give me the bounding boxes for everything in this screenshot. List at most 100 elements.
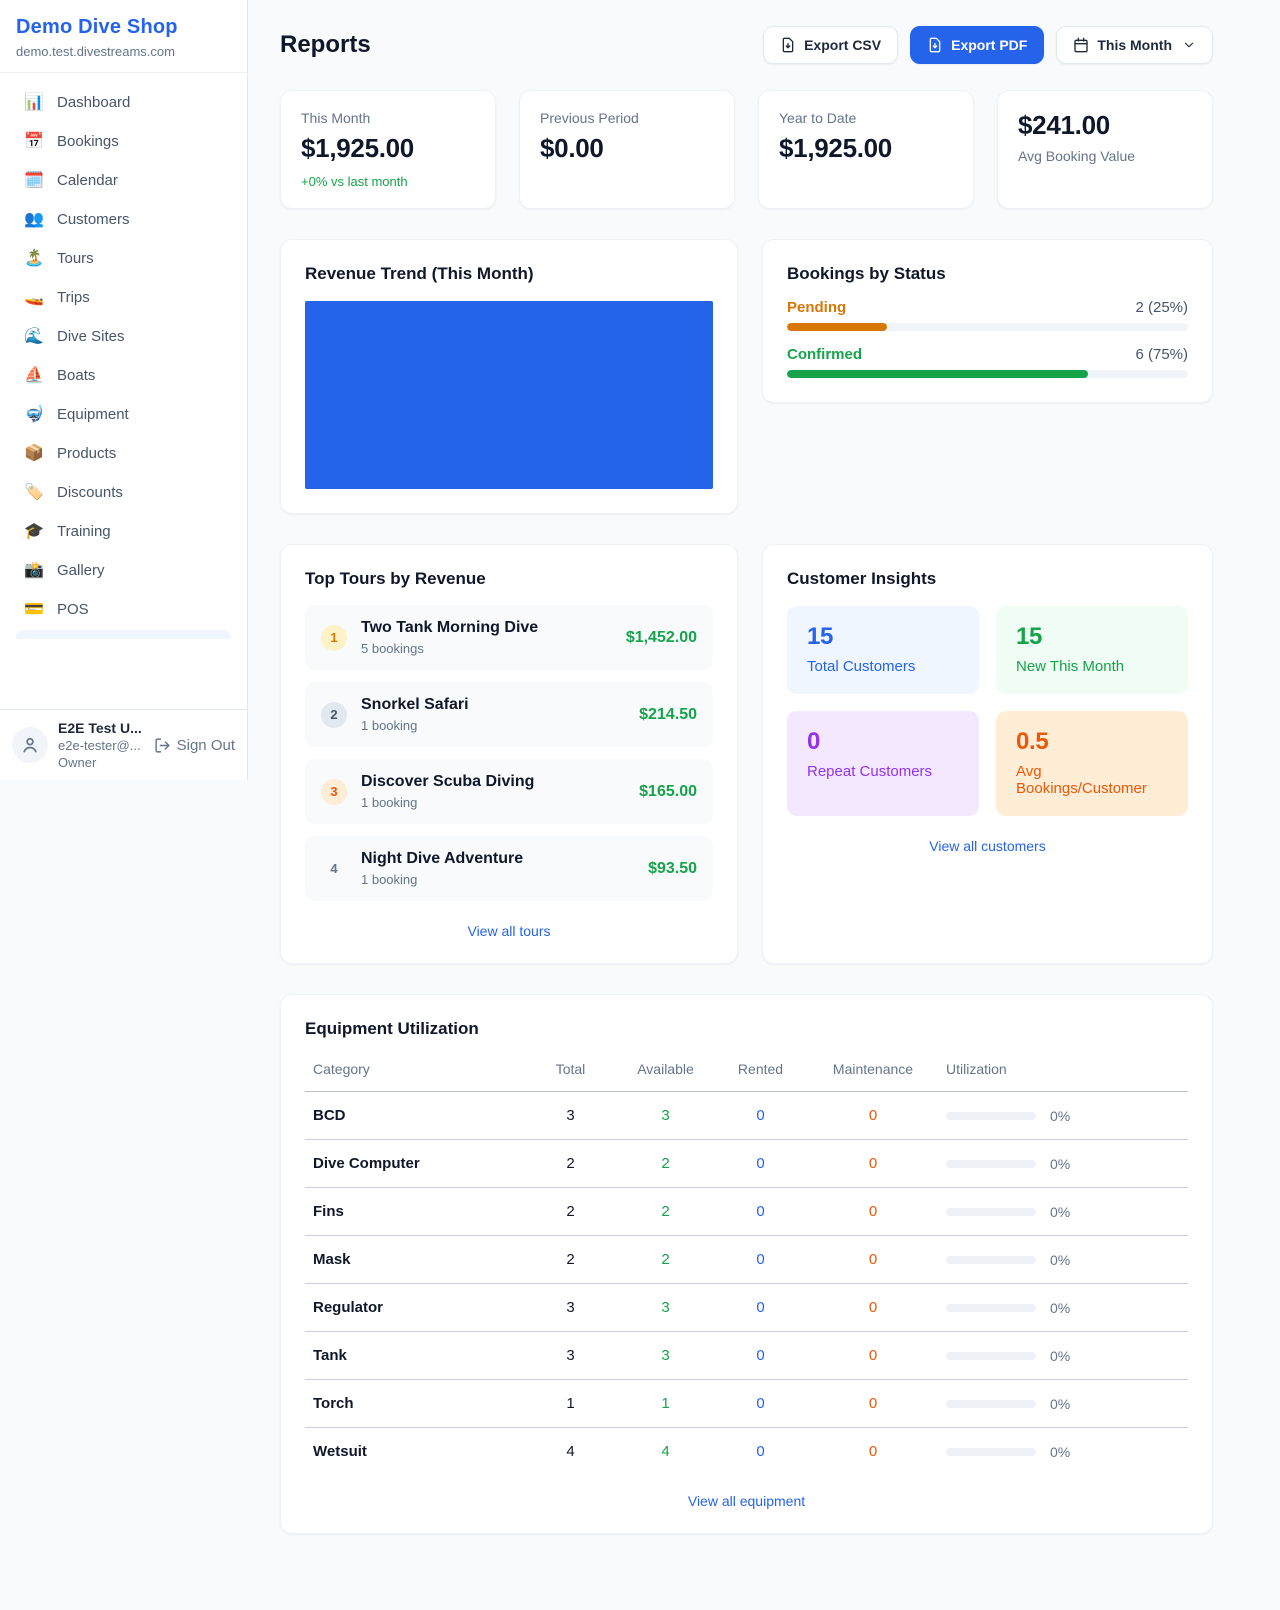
total-cell: 4 bbox=[566, 1443, 575, 1460]
category-cell: Wetsuit bbox=[313, 1443, 367, 1460]
status-label-pending: Pending bbox=[787, 299, 847, 316]
rented-cell: 0 bbox=[713, 1283, 808, 1332]
shop-domain: demo.test.divestreams.com bbox=[16, 44, 175, 59]
total-cell: 2 bbox=[523, 1187, 618, 1236]
table-row: Wetsuit 4 4 0 0 0% bbox=[305, 1428, 1188, 1476]
export-csv-label: Export CSV bbox=[804, 37, 882, 53]
sidebar-item-trips[interactable]: 🚤 Trips bbox=[8, 279, 239, 316]
utilization-cell: 0% bbox=[946, 1444, 1180, 1460]
export-csv-button[interactable]: Export CSV bbox=[763, 26, 899, 64]
status-label-confirmed: Confirmed bbox=[787, 346, 862, 363]
sidebar-item-calendar[interactable]: 🗓️ Calendar bbox=[8, 162, 239, 199]
calendar-icon bbox=[1074, 37, 1089, 53]
view-all-tours-link[interactable]: View all tours bbox=[467, 923, 551, 939]
sidebar-item-label: Dashboard bbox=[57, 94, 131, 111]
period-dropdown[interactable]: This Month bbox=[1056, 26, 1213, 64]
total-cell: 2 bbox=[523, 1235, 618, 1284]
sidebar: Demo Dive Shop demo.test.divestreams.com… bbox=[0, 0, 248, 780]
status-bar-fill-confirmed bbox=[787, 370, 1088, 378]
rented-cell: 0 bbox=[713, 1331, 808, 1380]
available-cell: 2 bbox=[618, 1235, 713, 1284]
main-content: Reports Export CSV Export PDF bbox=[248, 0, 1280, 1574]
category-cell: Torch bbox=[305, 1379, 523, 1428]
tour-row: 2 Snorkel Safari 1 booking $214.50 bbox=[305, 682, 713, 747]
sidebar-item-dive-sites[interactable]: 🌊 Dive Sites bbox=[8, 318, 239, 355]
utilization-label: 0% bbox=[1050, 1155, 1071, 1172]
utilization-label: 0% bbox=[1050, 1395, 1071, 1412]
table-row: BCD 3 3 0 0 0% bbox=[305, 1091, 1188, 1140]
column-header-available: Available bbox=[618, 1053, 713, 1092]
utilization-cell: 0% bbox=[946, 1108, 1180, 1124]
table-row: Mask 2 2 0 0 0% bbox=[305, 1235, 1188, 1284]
user-email: e2e-tester@... bbox=[58, 738, 141, 753]
tour-list: 1 Two Tank Morning Dive 5 bookings $1,45… bbox=[305, 605, 713, 913]
sidebar-item-training[interactable]: 🎓 Training bbox=[8, 513, 239, 550]
sidebar-item-equipment[interactable]: 🤿 Equipment bbox=[8, 396, 239, 433]
utilization-bar bbox=[946, 1399, 1036, 1408]
sidebar-item-boats[interactable]: ⛵ Boats bbox=[8, 357, 239, 394]
dashboard-icon: 📊 bbox=[24, 93, 44, 111]
utilization-label: 0% bbox=[1050, 1107, 1071, 1124]
tour-amount: $1,452.00 bbox=[625, 628, 697, 646]
person-icon bbox=[23, 737, 37, 753]
sidebar-item-customers[interactable]: 👥 Customers bbox=[8, 201, 239, 238]
sidebar-item-products[interactable]: 📦 Products bbox=[8, 435, 239, 472]
sidebar-item-discounts[interactable]: 🏷️ Discounts bbox=[8, 474, 239, 511]
sidebar-item-gallery[interactable]: 📸 Gallery bbox=[8, 552, 239, 589]
category-cell: Tank bbox=[305, 1331, 523, 1380]
revenue-trend-title: Revenue Trend (This Month) bbox=[305, 264, 534, 283]
sidebar-item-label: Bookings bbox=[57, 133, 119, 150]
sidebar-item-reports-partial[interactable] bbox=[16, 630, 231, 639]
equipment-utilization-title: Equipment Utilization bbox=[305, 1019, 479, 1038]
available-cell: 1 bbox=[618, 1379, 713, 1428]
export-pdf-button[interactable]: Export PDF bbox=[910, 26, 1045, 64]
view-all-equipment-link[interactable]: View all equipment bbox=[687, 1493, 806, 1509]
shop-logo-block: Demo Dive Shop demo.test.divestreams.com bbox=[0, 0, 247, 73]
status-bar-fill-pending bbox=[787, 323, 888, 331]
tour-amount: $165.00 bbox=[639, 782, 697, 800]
revenue-trend-card: Revenue Trend (This Month) bbox=[280, 239, 738, 514]
maintenance-cell: 0 bbox=[808, 1331, 938, 1380]
sidebar-item-label: Products bbox=[57, 445, 117, 462]
rented-cell: 0 bbox=[713, 1187, 808, 1236]
tour-row: 1 Two Tank Morning Dive 5 bookings $1,45… bbox=[305, 605, 713, 670]
insight-tile-new-this-month: 15 New This Month bbox=[996, 606, 1188, 694]
shop-name: Demo Dive Shop bbox=[16, 16, 178, 38]
user-avatar bbox=[12, 727, 48, 763]
sidebar-item-label: Tours bbox=[57, 250, 94, 267]
insight-label: Total Customers bbox=[807, 658, 916, 675]
tour-amount: $93.50 bbox=[648, 859, 697, 877]
stat-card-previous-period: Previous Period $0.00 bbox=[519, 90, 735, 209]
sidebar-item-dashboard[interactable]: 📊 Dashboard bbox=[8, 84, 239, 121]
view-all-customers-link[interactable]: View all customers bbox=[929, 838, 1046, 854]
utilization-label: 0% bbox=[1050, 1443, 1071, 1460]
bookings-by-status-card: Bookings by Status Pending 2 (25%) Confi… bbox=[762, 239, 1213, 403]
rank-badge: 4 bbox=[330, 861, 338, 876]
file-download-icon bbox=[929, 37, 941, 53]
sidebar-item-bookings[interactable]: 📅 Bookings bbox=[8, 123, 239, 160]
insight-value: 15 bbox=[807, 623, 834, 650]
sidebar-item-pos[interactable]: 💳 POS bbox=[8, 591, 239, 628]
revenue-trend-chart bbox=[305, 301, 713, 489]
column-header-rented: Rented bbox=[713, 1053, 808, 1092]
status-bar-track bbox=[787, 323, 1188, 331]
total-cell: 1 bbox=[523, 1379, 618, 1428]
total-cell: 2 bbox=[523, 1139, 618, 1188]
rented-cell: 0 bbox=[713, 1235, 808, 1284]
sidebar-item-tours[interactable]: 🏝️ Tours bbox=[8, 240, 239, 277]
sidebar-item-label: Discounts bbox=[57, 484, 123, 501]
discounts-icon: 🏷️ bbox=[24, 483, 44, 501]
insight-label: New This Month bbox=[1016, 658, 1125, 675]
sidebar-item-label: POS bbox=[57, 601, 89, 618]
utilization-bar bbox=[946, 1159, 1036, 1168]
page-header: Reports Export CSV Export PDF bbox=[280, 26, 1213, 64]
bookings-icon: 📅 bbox=[24, 132, 44, 150]
rented-cell: 0 bbox=[713, 1091, 808, 1140]
rented-cell: 0 bbox=[713, 1139, 808, 1188]
sign-out-button[interactable]: Sign Out bbox=[154, 737, 235, 754]
chevron-down-icon bbox=[1184, 42, 1194, 48]
rank-badge: 1 bbox=[321, 624, 347, 651]
category-cell: Fins bbox=[305, 1187, 523, 1236]
maintenance-cell: 0 bbox=[808, 1139, 938, 1188]
available-cell: 3 bbox=[618, 1091, 713, 1140]
